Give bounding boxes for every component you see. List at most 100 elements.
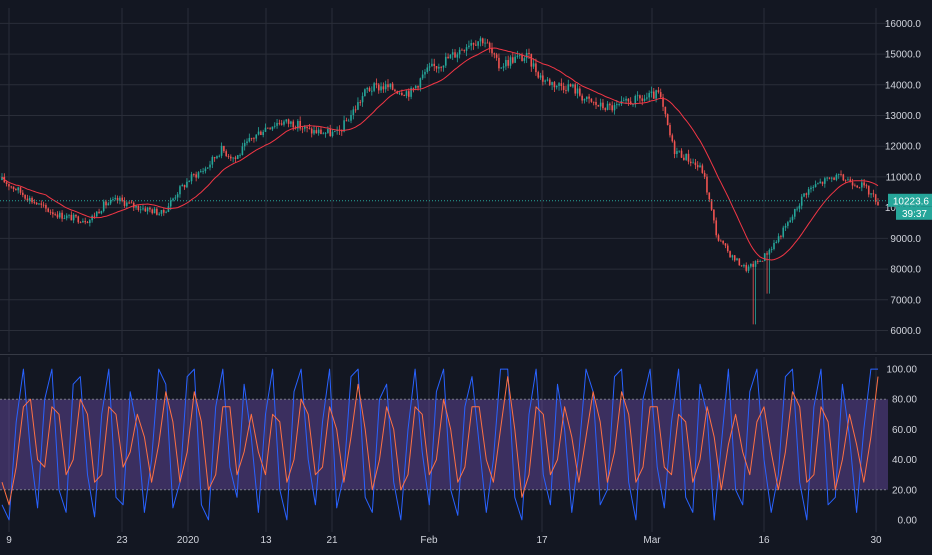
price-candle <box>740 265 743 267</box>
price-candle <box>542 70 544 86</box>
candle-body <box>49 211 52 213</box>
price-candle <box>613 102 616 115</box>
candle-body <box>278 122 281 124</box>
candle-body <box>419 78 422 88</box>
candle-body <box>56 214 59 218</box>
price-candle <box>181 183 184 187</box>
price-candle <box>403 94 405 97</box>
price-candle <box>659 88 662 99</box>
candle-body <box>121 197 123 201</box>
candle-body <box>456 54 459 58</box>
candle-body <box>560 83 563 87</box>
candle-body <box>861 182 863 188</box>
candle-body <box>842 174 845 181</box>
price-candle <box>444 52 447 68</box>
candle-body <box>253 138 255 140</box>
candle-body <box>812 187 815 188</box>
price-candle <box>606 101 609 111</box>
candle-body <box>847 179 849 181</box>
price-candle <box>745 262 748 273</box>
price-candle <box>579 86 581 97</box>
price-candle <box>562 82 565 94</box>
candle-body <box>139 209 142 211</box>
candle-body <box>28 197 31 201</box>
price-candle <box>269 127 271 130</box>
candle-body <box>401 92 403 96</box>
candle-body <box>19 187 22 193</box>
candle-body <box>285 119 288 122</box>
price-candle <box>130 200 133 204</box>
candle-body <box>132 202 135 208</box>
candle-body <box>694 162 697 166</box>
price-candle <box>142 204 144 211</box>
candle-body <box>151 209 154 214</box>
candle-body <box>625 98 627 101</box>
candle-body <box>865 185 868 187</box>
candle-body <box>528 52 530 54</box>
price-candle <box>604 107 607 112</box>
x-tick-label: 23 <box>116 535 128 546</box>
price-candle <box>58 210 61 219</box>
candle-body <box>627 98 630 102</box>
candle-body <box>447 56 449 59</box>
candle-body <box>867 185 870 195</box>
price-candle <box>567 79 570 93</box>
price-candle <box>345 117 348 122</box>
price-candle <box>597 104 600 107</box>
price-candle <box>160 209 163 217</box>
candle-body <box>403 95 405 96</box>
x-tick-label: 2020 <box>177 535 200 546</box>
candle-body <box>354 109 357 111</box>
candle-body <box>516 55 519 57</box>
price-candle <box>590 98 593 103</box>
candle-body <box>65 215 68 219</box>
candle-body <box>45 205 47 209</box>
candle-body <box>643 98 646 101</box>
x-tick-label: 21 <box>326 535 338 546</box>
price-candle <box>493 52 496 59</box>
price-candle <box>634 94 637 108</box>
candle-body <box>752 263 754 267</box>
price-candle <box>835 173 838 182</box>
candle-body <box>303 126 306 129</box>
candle-body <box>530 53 533 67</box>
candle-body <box>227 155 230 157</box>
price-candle <box>387 79 389 91</box>
price-candle <box>310 127 313 138</box>
price-candle <box>500 67 503 69</box>
candle-body <box>188 181 191 183</box>
candle-body <box>79 222 82 224</box>
candle-body <box>773 242 775 250</box>
price-candle <box>599 98 602 111</box>
candle-body <box>297 120 299 129</box>
candle-body <box>611 105 614 111</box>
price-candle <box>648 90 650 102</box>
candle-body <box>153 208 156 214</box>
price-candle <box>306 126 308 133</box>
price-candle <box>394 88 396 93</box>
price-candle <box>449 54 452 59</box>
price-candle <box>595 97 597 110</box>
candle-body <box>357 102 359 110</box>
price-candle <box>824 176 826 188</box>
price-candle <box>791 214 794 223</box>
price-candle <box>514 54 516 64</box>
candle-body <box>652 91 655 99</box>
price-candle <box>546 76 549 82</box>
candle-body <box>98 211 100 214</box>
candle-body <box>17 187 19 191</box>
price-candle <box>729 250 731 258</box>
candle-body <box>689 161 692 164</box>
price-candle <box>86 220 89 224</box>
candle-body <box>250 137 253 139</box>
price-candle <box>592 101 595 106</box>
candle-body <box>313 130 315 134</box>
candle-body <box>518 54 521 56</box>
price-candle <box>119 195 121 205</box>
candle-body <box>717 235 720 241</box>
price-candle <box>830 176 833 183</box>
candle-body <box>368 88 371 92</box>
candle-body <box>819 181 822 184</box>
